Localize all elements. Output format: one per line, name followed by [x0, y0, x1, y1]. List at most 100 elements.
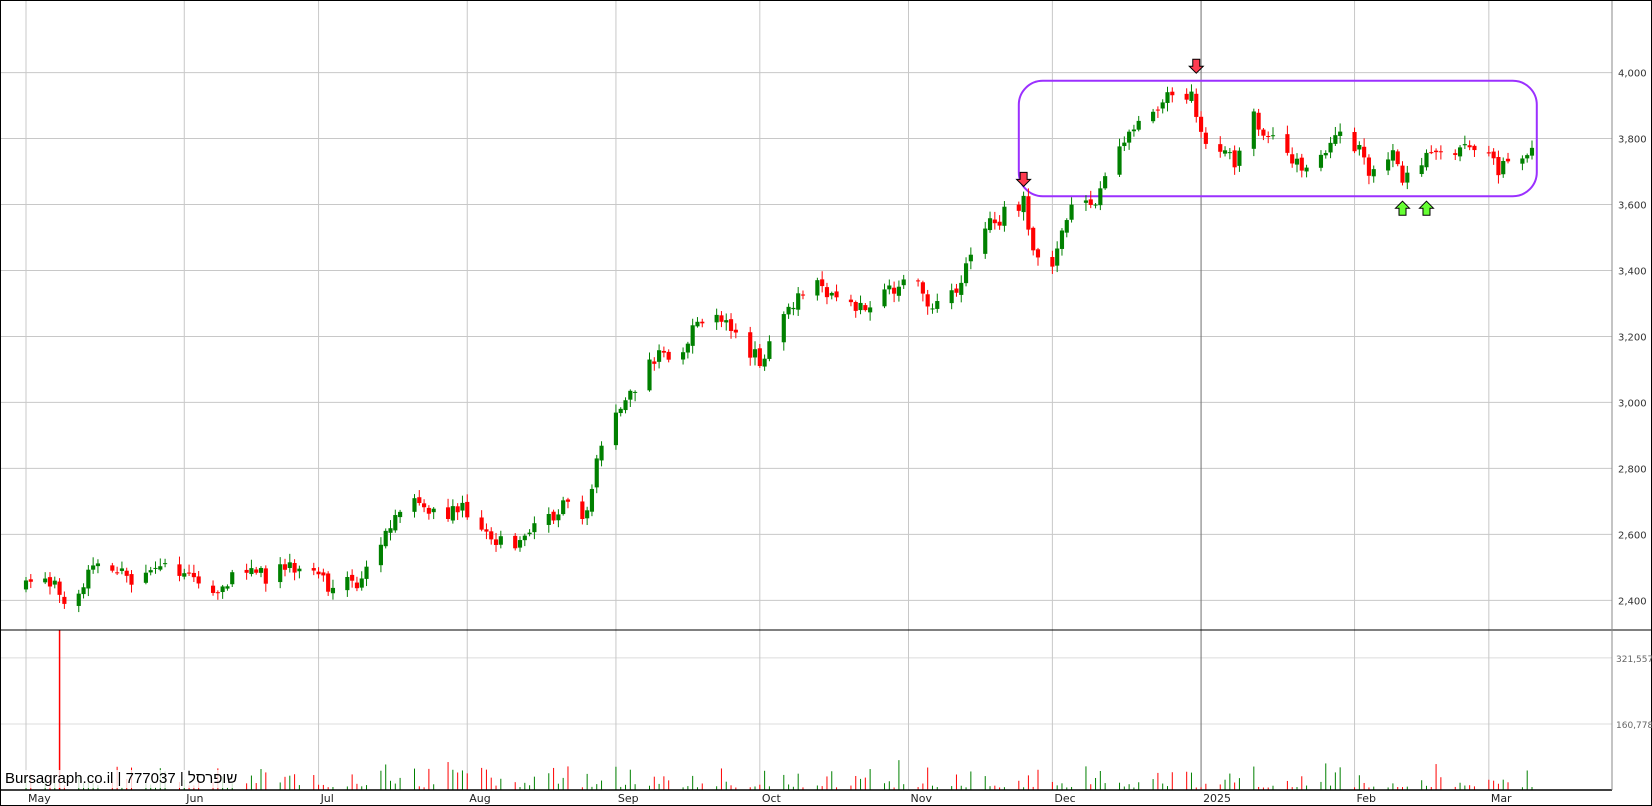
volume-tick-label: 160,778 [1616, 721, 1652, 731]
candle-body [1338, 131, 1343, 136]
candle-body [359, 578, 364, 588]
candle-body [1323, 153, 1328, 156]
candle-body [177, 564, 182, 576]
candle-body [1069, 204, 1074, 220]
candle-body [1136, 120, 1141, 130]
candle-body [57, 581, 62, 595]
up-arrow-icon [1394, 200, 1411, 216]
candle-body [532, 523, 537, 533]
candle-body [580, 501, 585, 520]
candle-body [1290, 154, 1295, 164]
candle-body [1285, 134, 1290, 153]
candle-body [311, 568, 316, 571]
candle-body [417, 497, 422, 504]
candle-body [95, 563, 101, 567]
candle-body [633, 391, 638, 393]
up-arrow-icon [1418, 200, 1435, 216]
candle-body [887, 285, 892, 290]
candle-body [143, 572, 148, 583]
candle-body [556, 514, 561, 521]
price-tick-label: 2,800 [1618, 464, 1647, 475]
candle-body [479, 517, 484, 530]
candle-body [752, 349, 758, 358]
candle-body [1457, 147, 1463, 157]
candle-body [292, 562, 297, 573]
candle-body [1505, 158, 1511, 162]
candle-body [1318, 154, 1324, 168]
candle-body [987, 218, 993, 231]
candle-body [148, 570, 153, 573]
candle-body [1083, 200, 1089, 203]
candle-body [81, 587, 86, 595]
candle-body [484, 529, 489, 532]
candle-body [215, 592, 220, 594]
candle-body [1103, 176, 1108, 189]
volume-tick-label: 321,557 [1616, 655, 1652, 665]
candle-body [28, 579, 33, 582]
month-label: 2025 [1203, 792, 1231, 805]
candle-body [666, 351, 671, 360]
candle-body [422, 503, 427, 508]
candle-body [824, 287, 830, 298]
candle-body [244, 569, 249, 573]
candle-body [892, 287, 897, 294]
month-label: Jul [320, 792, 334, 805]
candle-body [129, 574, 134, 585]
candle-body [191, 572, 196, 578]
candle-body [1035, 249, 1041, 258]
candle-body [853, 301, 858, 311]
candle-body [225, 586, 230, 589]
consolidation-range-box [1017, 79, 1538, 198]
candle-body [1256, 112, 1261, 130]
candle-body [1131, 129, 1136, 132]
candle-body [1227, 152, 1232, 154]
candle-body [1304, 167, 1309, 172]
candle-body [868, 307, 873, 313]
candle-body [1165, 92, 1170, 103]
range-box [1017, 79, 1538, 198]
candle-body [1170, 91, 1175, 96]
candle-body [1184, 93, 1189, 100]
candle-body [1098, 188, 1103, 206]
candle-body [1050, 257, 1055, 267]
candle-body [997, 221, 1002, 226]
candle-body [882, 289, 887, 307]
candle-body [86, 569, 91, 589]
candle-body [1400, 165, 1405, 183]
candle-body [585, 510, 590, 519]
candle-body [767, 341, 772, 359]
price-tick-label: 2,400 [1618, 596, 1647, 607]
candle-body [963, 263, 969, 284]
candle-body [1237, 150, 1242, 166]
candle-body [527, 532, 532, 535]
axis-labels: 2,400 2,600 2,800 3,000 3,200 3,400 3,600 3,800… [28, 69, 1652, 805]
candle-body [1328, 142, 1333, 153]
candle-body [724, 320, 729, 323]
candle-body [350, 574, 355, 581]
candle-body [254, 569, 259, 573]
candle-body [920, 282, 925, 294]
candle-body [1462, 144, 1467, 146]
candle-body [786, 306, 791, 315]
candle-body [158, 566, 163, 570]
candle-body [1059, 230, 1065, 249]
grid-lines [0, 0, 1612, 790]
candle-body [119, 568, 124, 571]
candle-body [1390, 150, 1395, 161]
candle-body [681, 352, 686, 360]
month-label: Mar [1491, 792, 1512, 805]
candle-body [551, 511, 556, 521]
candle-body [714, 314, 719, 323]
candle-body [757, 348, 762, 367]
candle-body [1088, 199, 1093, 205]
candle-body [661, 350, 666, 353]
candle-body [700, 321, 705, 324]
down-arrow-icon [1015, 171, 1032, 188]
candle-body [1491, 151, 1496, 159]
candle-body [1371, 169, 1376, 177]
candle-body [613, 412, 619, 446]
candle-body [561, 500, 566, 515]
candle-body [863, 305, 868, 311]
candle-body [124, 570, 129, 576]
month-label: Dec [1054, 792, 1075, 805]
